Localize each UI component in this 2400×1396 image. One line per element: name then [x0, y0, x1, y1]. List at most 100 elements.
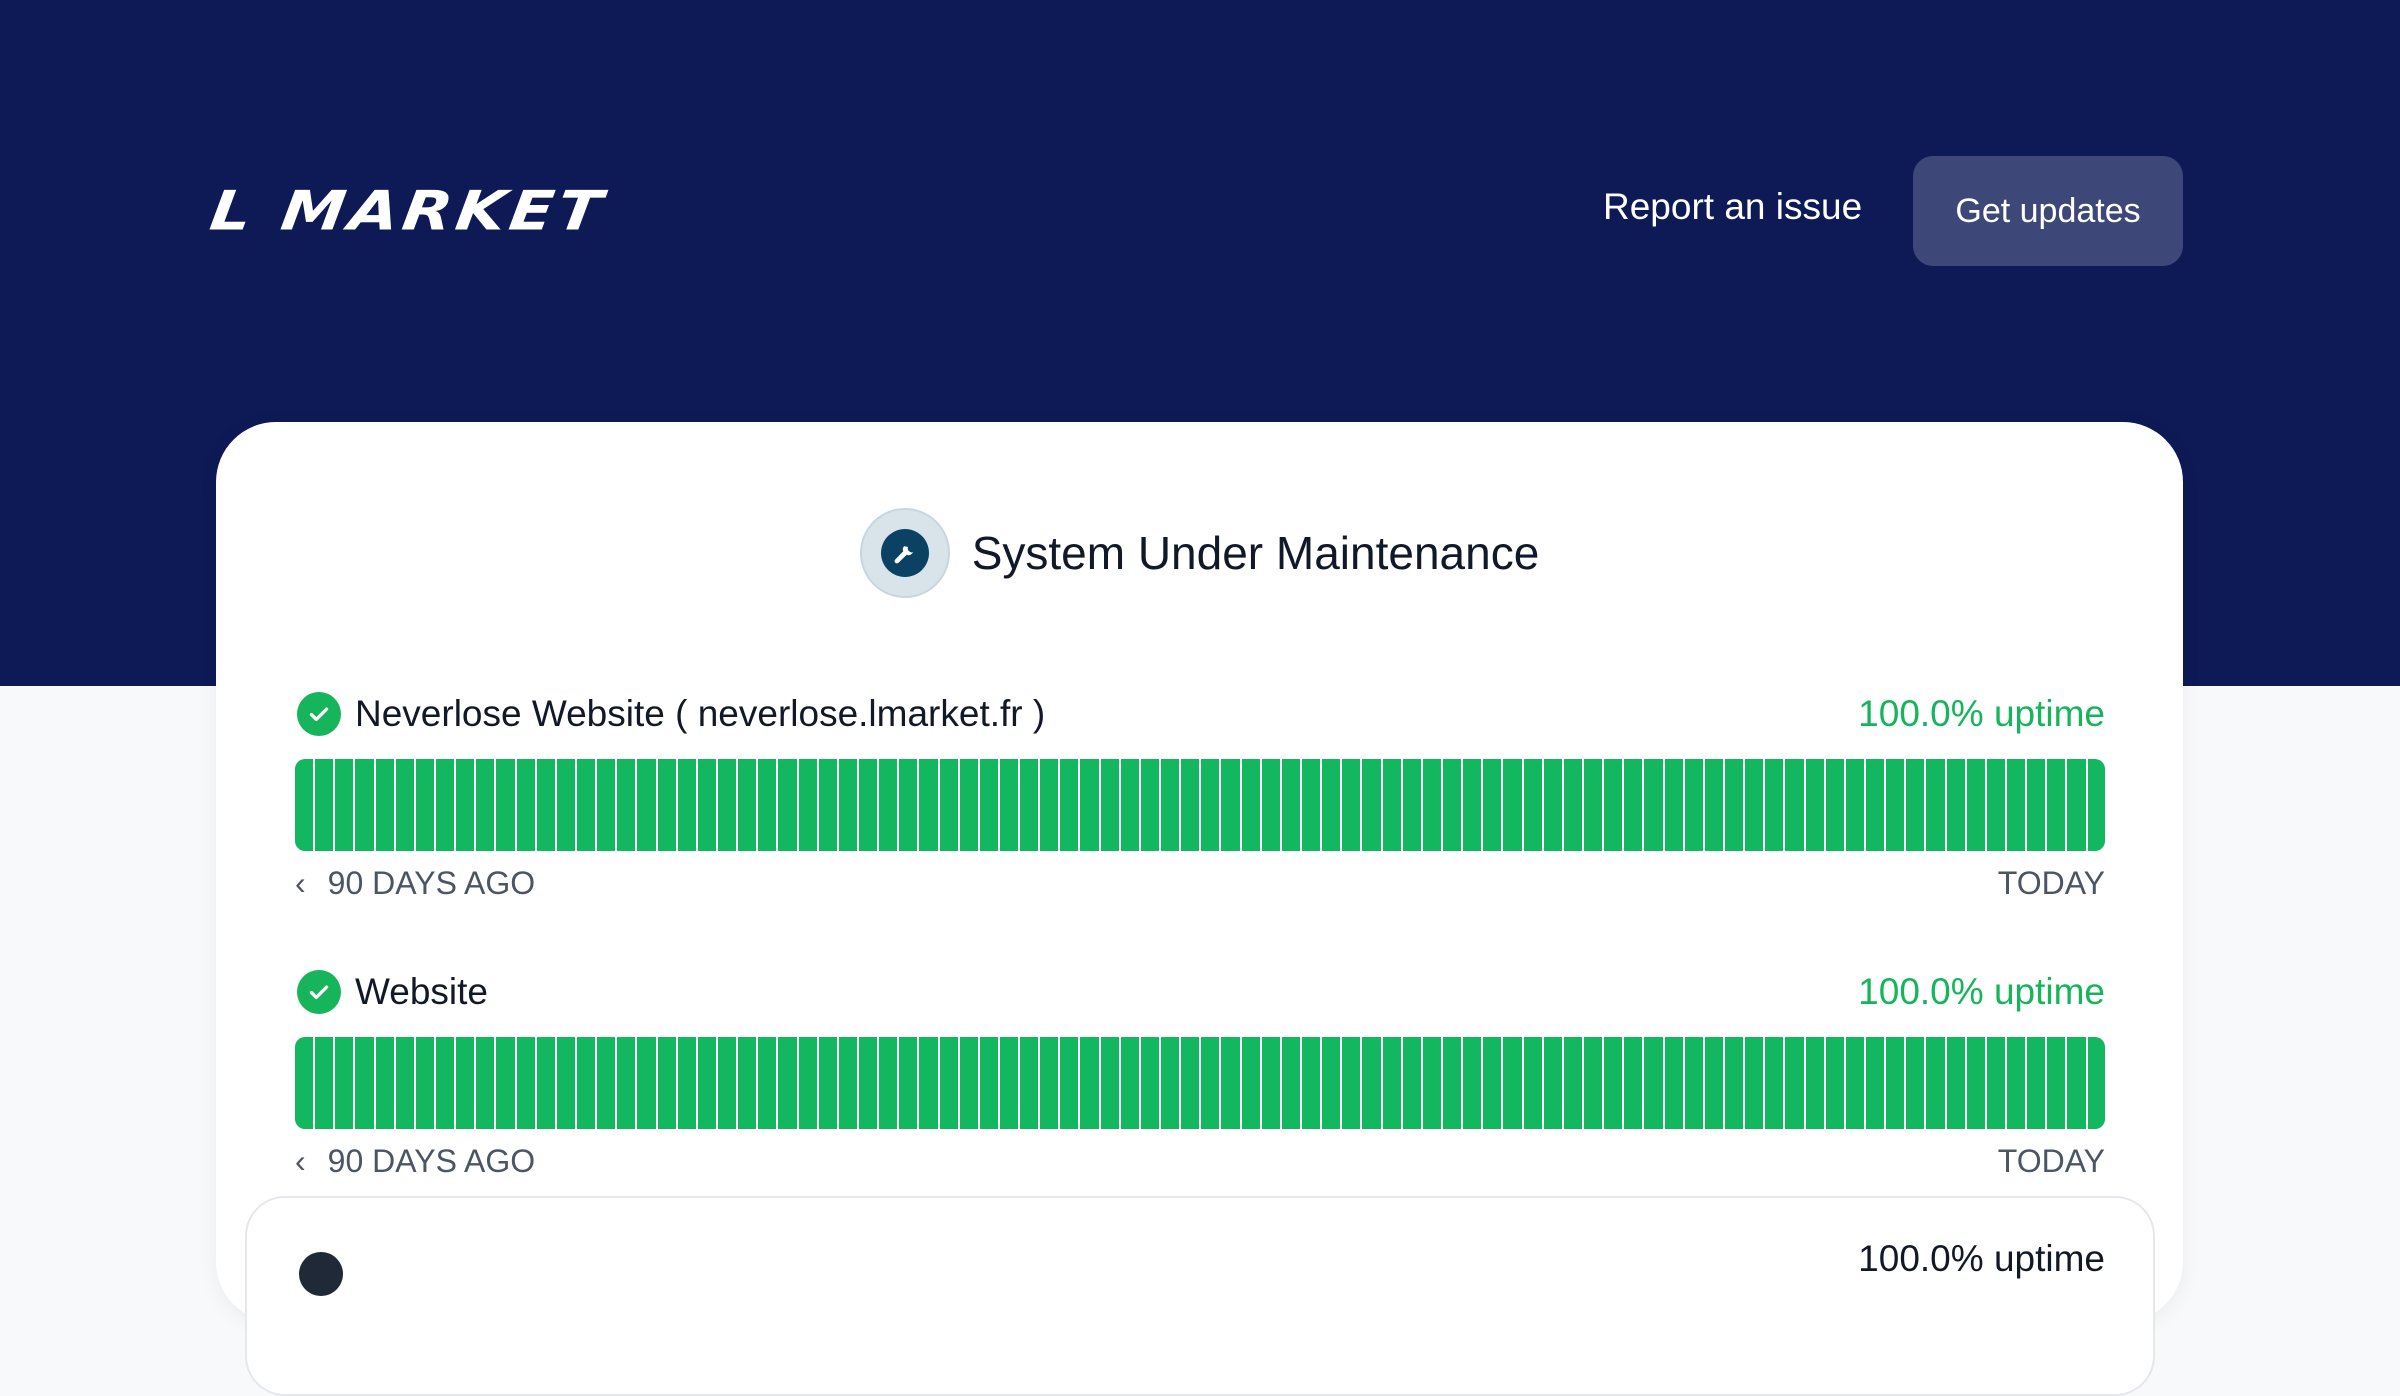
uptime-day-bar[interactable]: [1986, 1037, 2005, 1129]
uptime-day-bar[interactable]: [1684, 1037, 1703, 1129]
uptime-day-bar[interactable]: [395, 1037, 414, 1129]
uptime-day-bar[interactable]: [1604, 759, 1623, 851]
uptime-day-bar[interactable]: [2006, 759, 2026, 851]
uptime-day-bar[interactable]: [1020, 759, 1039, 851]
uptime-day-bar[interactable]: [637, 1037, 656, 1129]
component-group[interactable]: 100.0% uptime: [245, 1196, 2155, 1396]
uptime-day-bar[interactable]: [2047, 759, 2066, 851]
uptime-day-bar[interactable]: [758, 1037, 777, 1129]
uptime-day-bar[interactable]: [2087, 759, 2105, 851]
uptime-day-bar[interactable]: [1765, 1037, 1784, 1129]
get-updates-button[interactable]: Get updates: [1913, 156, 2183, 266]
uptime-day-bar[interactable]: [1161, 1037, 1180, 1129]
uptime-day-bar[interactable]: [1825, 1037, 1844, 1129]
uptime-day-bar[interactable]: [1080, 1037, 1099, 1129]
uptime-day-bar[interactable]: [556, 759, 575, 851]
uptime-day-bar[interactable]: [999, 759, 1019, 851]
uptime-day-bar[interactable]: [456, 759, 475, 851]
uptime-day-bar[interactable]: [1302, 759, 1321, 851]
uptime-day-bar[interactable]: [516, 759, 535, 851]
uptime-day-bar[interactable]: [1221, 759, 1240, 851]
uptime-day-bar[interactable]: [1543, 1037, 1562, 1129]
uptime-day-bar[interactable]: [1805, 1037, 1824, 1129]
uptime-day-bar[interactable]: [1745, 759, 1764, 851]
uptime-day-bar[interactable]: [1040, 759, 1059, 851]
uptime-day-bar[interactable]: [1040, 1037, 1059, 1129]
uptime-day-bar[interactable]: [1503, 1037, 1522, 1129]
uptime-day-bar[interactable]: [697, 1037, 716, 1129]
uptime-day-bar[interactable]: [456, 1037, 475, 1129]
uptime-day-bar[interactable]: [1684, 759, 1703, 851]
uptime-day-bar[interactable]: [576, 759, 596, 851]
uptime-day-bar[interactable]: [2087, 1037, 2105, 1129]
uptime-day-bar[interactable]: [1865, 759, 1885, 851]
uptime-day-bar[interactable]: [1704, 1037, 1723, 1129]
uptime-day-bar[interactable]: [838, 759, 857, 851]
uptime-day-bar[interactable]: [1946, 759, 1965, 851]
uptime-day-bar[interactable]: [1241, 1037, 1260, 1129]
uptime-day-bar[interactable]: [1865, 1037, 1885, 1129]
uptime-day-bar[interactable]: [617, 759, 636, 851]
uptime-day-bar[interactable]: [2067, 759, 2086, 851]
uptime-day-bar[interactable]: [295, 759, 314, 851]
uptime-day-bar[interactable]: [2067, 1037, 2086, 1129]
uptime-day-bar[interactable]: [315, 759, 334, 851]
uptime-day-bar[interactable]: [1060, 759, 1079, 851]
uptime-day-bar[interactable]: [2006, 1037, 2026, 1129]
uptime-day-bar[interactable]: [1261, 1037, 1280, 1129]
uptime-day-bar[interactable]: [959, 1037, 978, 1129]
uptime-day-bar[interactable]: [1181, 1037, 1200, 1129]
uptime-day-bar[interactable]: [556, 1037, 575, 1129]
uptime-day-bar[interactable]: [778, 759, 797, 851]
uptime-day-bar[interactable]: [1120, 1037, 1139, 1129]
uptime-day-bar[interactable]: [1745, 1037, 1764, 1129]
uptime-day-bar[interactable]: [717, 1037, 737, 1129]
uptime-day-bar[interactable]: [536, 1037, 555, 1129]
uptime-day-bar[interactable]: [1563, 1037, 1582, 1129]
uptime-day-bar[interactable]: [939, 1037, 958, 1129]
uptime-day-bar[interactable]: [1845, 759, 1864, 851]
uptime-day-bar[interactable]: [899, 759, 918, 851]
uptime-day-bar[interactable]: [1463, 1037, 1482, 1129]
uptime-day-bar[interactable]: [516, 1037, 535, 1129]
uptime-day-bar[interactable]: [1302, 1037, 1321, 1129]
uptime-day-bar[interactable]: [1986, 759, 2005, 851]
uptime-day-bar[interactable]: [919, 1037, 938, 1129]
uptime-day-bar[interactable]: [778, 1037, 797, 1129]
uptime-day-bar[interactable]: [435, 759, 455, 851]
uptime-day-bar[interactable]: [1362, 759, 1381, 851]
uptime-day-bar[interactable]: [1664, 759, 1683, 851]
uptime-day-bar[interactable]: [597, 1037, 616, 1129]
uptime-day-bar[interactable]: [1362, 1037, 1381, 1129]
uptime-day-bar[interactable]: [597, 759, 616, 851]
uptime-day-bar[interactable]: [1886, 1037, 1905, 1129]
uptime-day-bar[interactable]: [476, 759, 495, 851]
uptime-day-bar[interactable]: [1201, 759, 1220, 851]
uptime-day-bar[interactable]: [1785, 759, 1804, 851]
uptime-day-bar[interactable]: [677, 1037, 696, 1129]
uptime-day-bar[interactable]: [1765, 759, 1784, 851]
uptime-day-bar[interactable]: [798, 1037, 817, 1129]
uptime-day-bar[interactable]: [657, 759, 676, 851]
uptime-day-bar[interactable]: [2047, 1037, 2066, 1129]
uptime-day-bar[interactable]: [1422, 1037, 1442, 1129]
uptime-day-bar[interactable]: [1443, 759, 1462, 851]
uptime-day-bar[interactable]: [295, 1037, 314, 1129]
uptime-day-bar[interactable]: [1080, 759, 1099, 851]
uptime-day-bar[interactable]: [1624, 759, 1643, 851]
uptime-day-bar[interactable]: [1563, 759, 1582, 851]
uptime-day-bar[interactable]: [1483, 1037, 1502, 1129]
uptime-day-bar[interactable]: [879, 759, 898, 851]
uptime-day-bar[interactable]: [476, 1037, 495, 1129]
logo[interactable]: L MARKET: [206, 180, 610, 243]
uptime-day-bar[interactable]: [1926, 1037, 1945, 1129]
uptime-day-bar[interactable]: [1523, 759, 1542, 851]
uptime-day-bar[interactable]: [818, 759, 837, 851]
uptime-day-bar[interactable]: [657, 1037, 676, 1129]
uptime-day-bar[interactable]: [395, 759, 414, 851]
uptime-day-bar[interactable]: [1946, 1037, 1965, 1129]
uptime-day-bar[interactable]: [576, 1037, 596, 1129]
uptime-day-bar[interactable]: [1221, 1037, 1240, 1129]
uptime-day-bar[interactable]: [1020, 1037, 1039, 1129]
uptime-day-bar[interactable]: [1120, 759, 1139, 851]
